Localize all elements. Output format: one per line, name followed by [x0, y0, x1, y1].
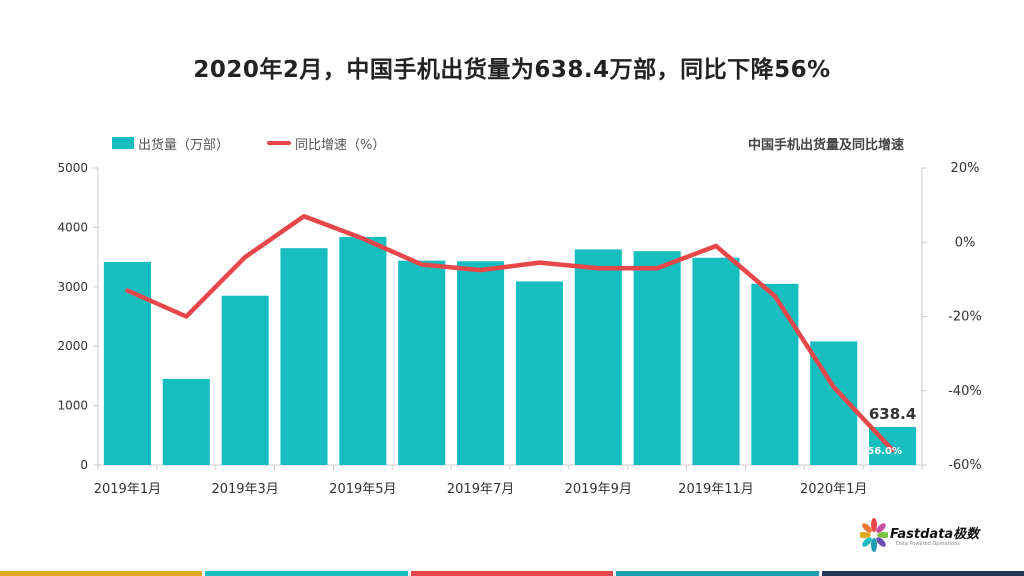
legend-line-swatch — [267, 141, 292, 145]
x-tick-label: 2019年7月 — [447, 482, 514, 497]
y-left-tick-label: 0 — [80, 458, 88, 472]
bar-shipments — [398, 260, 446, 465]
bar-shipments — [162, 378, 210, 465]
bar-shipments — [221, 295, 269, 465]
footer-color-strip — [0, 571, 1024, 576]
footer-segment — [205, 571, 408, 576]
bar-shipments — [515, 281, 563, 465]
legend-bar-label: 出货量（万部） — [138, 137, 230, 153]
bar-shipments — [280, 248, 328, 465]
flower-logo-icon — [860, 518, 888, 552]
bar-shipments — [633, 251, 681, 465]
footer-segment — [616, 571, 819, 576]
line-value-label: -56.0% — [863, 446, 902, 457]
y-right-tick-label: -20% — [948, 310, 982, 325]
footer-segment — [821, 571, 1024, 576]
chart-legend: 出货量（万部） 同比增速（%） — [112, 134, 423, 153]
legend-bar-swatch — [112, 137, 134, 149]
y-left-tick-label: 1000 — [57, 399, 88, 413]
logo-tagline: Data Powered Operations — [896, 541, 960, 547]
x-tick-label: 2019年5月 — [329, 482, 396, 497]
bar-value-label: 638.4 — [869, 405, 916, 423]
logo-name: Fastdata极数 — [890, 527, 980, 542]
x-tick-label: 2019年1月 — [94, 482, 161, 497]
x-tick-label: 2019年3月 — [211, 482, 278, 497]
line-yoy-growth — [125, 214, 895, 453]
y-right-tick-label: -60% — [948, 458, 982, 473]
y-left-tick-label: 4000 — [57, 220, 88, 234]
bar-shipments — [339, 236, 387, 465]
y-left-tick-label: 5000 — [57, 161, 88, 175]
y-right-tick-label: 20% — [951, 161, 980, 176]
y-right-tick-label: 0% — [955, 235, 976, 250]
bar-shipments — [574, 249, 622, 465]
bar-shipments — [751, 283, 799, 465]
footer-segment — [410, 571, 614, 576]
footer-segment — [0, 571, 203, 576]
x-tick-label: 2019年9月 — [565, 482, 632, 497]
y-left-tick-label: 3000 — [57, 280, 88, 294]
x-tick-label: 2020年1月 — [800, 482, 867, 497]
legend-item-line: 同比增速（%） — [267, 134, 385, 153]
bar-shipments — [457, 261, 505, 465]
y-left-tick-label: 2000 — [57, 339, 88, 353]
fastdata-logo: Fastdata极数 Data Powered Operations — [860, 517, 1000, 557]
legend-line-label: 同比增速（%） — [295, 137, 386, 153]
chart-title: 中国手机出货量及同比增速 — [747, 138, 904, 153]
y-right-tick-label: -40% — [948, 384, 982, 399]
bar-shipments — [692, 257, 740, 465]
legend-item-bars: 出货量（万部） — [112, 134, 229, 153]
page-headline: 2020年2月，中国手机出货量为638.4万部，同比下降56% — [193, 57, 831, 83]
x-tick-label: 2019年11月 — [678, 482, 754, 497]
